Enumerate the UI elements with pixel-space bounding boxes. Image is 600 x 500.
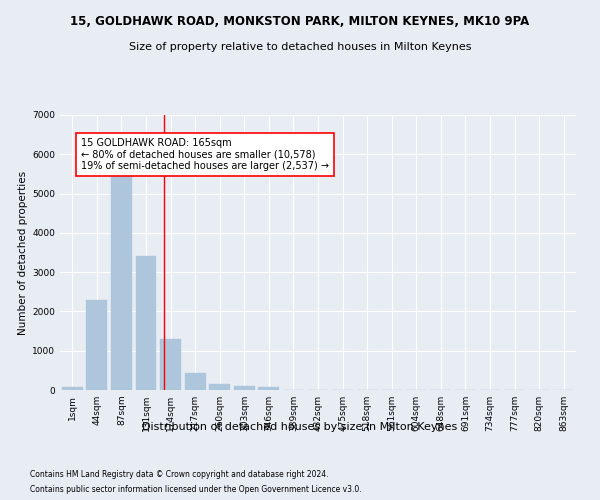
Y-axis label: Number of detached properties: Number of detached properties xyxy=(18,170,28,334)
Bar xyxy=(86,300,107,390)
Bar xyxy=(160,338,181,390)
Bar xyxy=(209,384,230,390)
Text: Size of property relative to detached houses in Milton Keynes: Size of property relative to detached ho… xyxy=(129,42,471,52)
Text: Contains HM Land Registry data © Crown copyright and database right 2024.: Contains HM Land Registry data © Crown c… xyxy=(30,470,329,479)
Bar xyxy=(185,372,206,390)
Text: 15 GOLDHAWK ROAD: 165sqm
← 80% of detached houses are smaller (10,578)
19% of se: 15 GOLDHAWK ROAD: 165sqm ← 80% of detach… xyxy=(81,138,329,171)
Text: 15, GOLDHAWK ROAD, MONKSTON PARK, MILTON KEYNES, MK10 9PA: 15, GOLDHAWK ROAD, MONKSTON PARK, MILTON… xyxy=(70,15,530,28)
Bar xyxy=(62,387,83,390)
Text: Contains public sector information licensed under the Open Government Licence v3: Contains public sector information licen… xyxy=(30,485,362,494)
Bar xyxy=(234,386,255,390)
Bar xyxy=(259,388,280,390)
Bar xyxy=(111,176,132,390)
Bar xyxy=(136,256,157,390)
Text: Distribution of detached houses by size in Milton Keynes: Distribution of detached houses by size … xyxy=(142,422,458,432)
